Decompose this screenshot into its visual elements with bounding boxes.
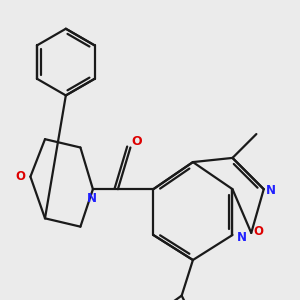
Text: N: N (237, 231, 247, 244)
Text: O: O (131, 135, 142, 148)
Text: O: O (15, 170, 25, 183)
Text: N: N (266, 184, 276, 197)
Text: O: O (254, 225, 264, 238)
Text: N: N (86, 192, 96, 206)
